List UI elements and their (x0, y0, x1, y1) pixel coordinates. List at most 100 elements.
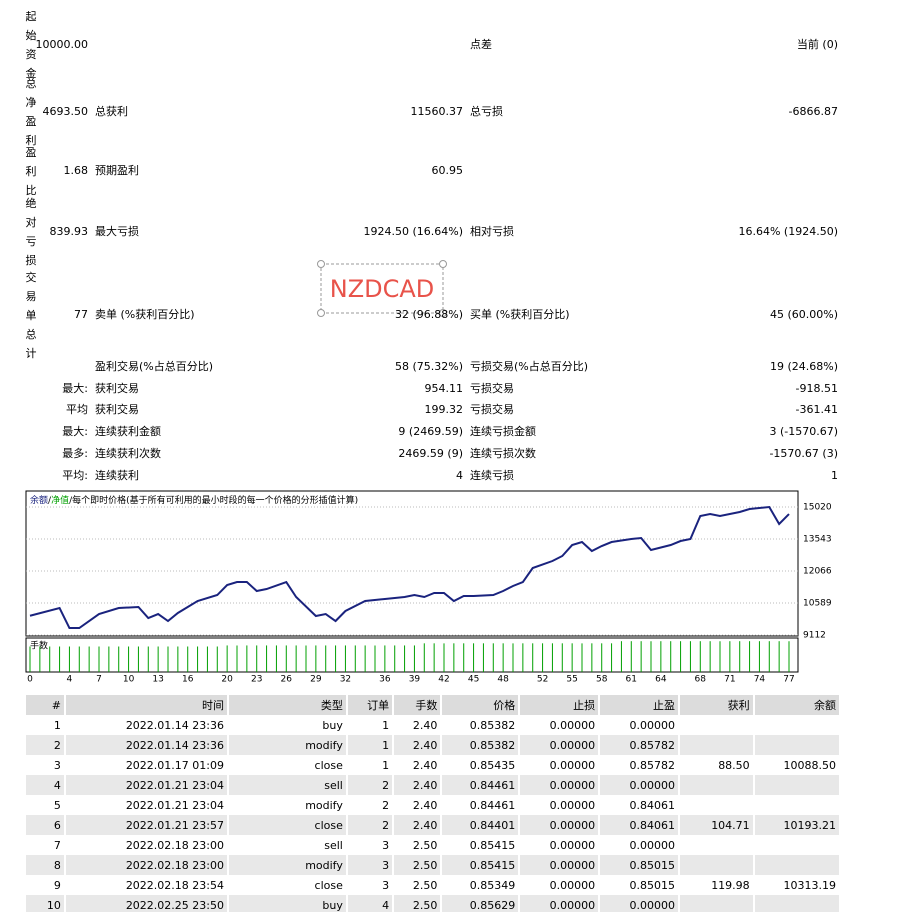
cell: 2.40 (394, 815, 441, 835)
cell: modify (229, 735, 346, 755)
cell: 0.00000 (520, 775, 599, 795)
cell: 0.00000 (549, 838, 596, 852)
y-tick-label: 10589 (803, 599, 832, 609)
summary-value: 1.68 (63, 164, 89, 177)
column-header: 类型 (229, 695, 346, 715)
cell: 4 (26, 775, 64, 795)
cell: 0.84061 (600, 815, 679, 835)
cell (754, 895, 839, 912)
summary-label: 亏损交易 (470, 382, 514, 395)
cell: 2.40 (412, 798, 438, 812)
cell: 2.40 (412, 758, 438, 772)
cell: 0.85629 (442, 895, 519, 912)
x-tick-label: 29 (310, 675, 322, 685)
cell: 0.00000 (520, 895, 599, 912)
column-header: 订单 (347, 695, 393, 715)
legend-separator: / (69, 496, 73, 506)
x-tick-label: 26 (281, 675, 293, 685)
summary-value: 19 (24.68%) (769, 360, 838, 373)
summary-value: 58 (75.32%) (394, 360, 463, 373)
summary-label: 点差 (470, 38, 492, 51)
x-tick-label: 16 (182, 675, 194, 685)
summary-value: 3 (-1570.67) (769, 425, 838, 438)
x-tick-label: 4 (67, 675, 73, 685)
summary-label: 相对亏损 (470, 225, 514, 238)
cell: 0.85349 (469, 878, 516, 892)
row-head: 总净盈利 (25, 77, 37, 147)
cell: sell (324, 838, 343, 852)
cell: 2022.01.21 23:57 (65, 815, 227, 835)
summary-value: 平均 (66, 403, 88, 416)
cell: 2022.01.21 23:04 (65, 775, 227, 795)
x-tick-label: 64 (655, 675, 667, 685)
legend: 余额/净值/每个即时价格(基于所有可利用的最小时段的每一个价格的分形插值计算) (30, 494, 358, 506)
summary-label: 买单 (%获利百分比) (470, 308, 570, 321)
cell: 0.00000 (549, 758, 596, 772)
cell (680, 835, 753, 855)
cell: 0.85415 (469, 838, 516, 852)
x-tick-label: 55 (566, 675, 577, 685)
x-tick-label: 0 (27, 675, 33, 685)
cell: 3 (382, 878, 390, 892)
cell: 2022.01.21 23:04 (125, 798, 224, 812)
order-row: 5 2022.01.21 23:04 modify 2 2.40 0.84461 0.000… (26, 795, 839, 815)
order-row: 2 2022.01.14 23:36 modify 1 2.40 0.85382 0.000… (26, 735, 839, 755)
cell: close (229, 815, 346, 835)
cell (754, 735, 839, 755)
summary-label: 卖单 (%获利百分比) (95, 308, 195, 321)
x-tick-label: 20 (221, 675, 233, 685)
order-row: 1 2022.01.14 23:36 buy 1 2.40 0.85382 0.00000 0… (26, 715, 839, 735)
cell (755, 715, 839, 735)
y-tick-label: 12066 (803, 567, 832, 577)
cell: modify (229, 855, 346, 875)
cell: 2022.02.18 23:00 (125, 838, 224, 852)
summary-value: 10000.00 (35, 38, 89, 51)
cell: 2022.02.18 23:00 (65, 855, 227, 875)
summary-value: 最大: (62, 382, 88, 395)
summary-value: 954.11 (424, 382, 464, 395)
x-tick-label: 45 (468, 675, 479, 685)
summary-label: 总亏损 (470, 105, 503, 118)
column-header: 止盈 (600, 695, 679, 715)
cell: 3 (53, 758, 61, 772)
y-tick-label: 13543 (803, 535, 832, 545)
cell (680, 855, 753, 875)
cell: 2 (347, 775, 393, 795)
summary-label: 连续获利次数 (95, 447, 161, 460)
summary-label: 连续获利 (95, 469, 139, 482)
cell: buy (229, 895, 346, 912)
order-row: 7 2022.02.18 23:00 sell 3 2.50 0.85415 0.00000… (26, 835, 839, 855)
cell: close (314, 878, 343, 892)
x-tick-label: 13 (152, 675, 163, 685)
cell: buy (322, 718, 343, 732)
cell: 104.71 (680, 815, 753, 835)
cell: 0.00000 (600, 895, 679, 912)
summary-value: 77 (74, 308, 88, 321)
cell: 0.00000 (629, 838, 676, 852)
x-tick-label: 58 (596, 675, 608, 685)
cell: close (314, 758, 343, 772)
cell: 0.84461 (442, 775, 519, 795)
x-tick-label: 52 (537, 675, 548, 685)
cell: 10193.21 (754, 815, 839, 835)
cell: 0.85435 (469, 758, 516, 772)
cell: 1 (53, 718, 61, 732)
summary-label: 连续亏损金额 (470, 425, 536, 438)
cell: 0.84401 (442, 815, 519, 835)
cell: 2022.02.18 23:54 (125, 878, 224, 892)
column-header: 手数 (394, 695, 441, 715)
x-tick-label: 32 (340, 675, 351, 685)
cell (680, 735, 753, 755)
summary-value: 2469.59 (9) (398, 447, 463, 460)
x-tick-label: 71 (724, 675, 735, 685)
cell: 3 (382, 838, 390, 852)
cell: 2.50 (394, 895, 441, 912)
column-header: 价格 (442, 695, 519, 715)
cell: 0.85782 (629, 758, 676, 772)
summary-value: 45 (60.00%) (769, 308, 838, 321)
watermark-box (320, 263, 444, 314)
cell (754, 855, 839, 875)
cell: 2.50 (412, 878, 438, 892)
cell: 0.85015 (600, 855, 679, 875)
cell: 0.85415 (442, 855, 519, 875)
